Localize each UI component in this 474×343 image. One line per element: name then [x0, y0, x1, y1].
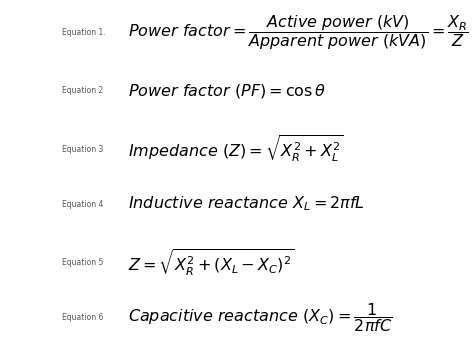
Text: Equation 4: Equation 4 [62, 200, 103, 209]
Text: $\mathit{Impedance\ (Z)} = \sqrt{X_R^2 + X_L^2}$: $\mathit{Impedance\ (Z)} = \sqrt{X_R^2 +… [128, 134, 344, 164]
Text: $\mathit{Inductive\ reactance\ }X_L = 2\pi f L$: $\mathit{Inductive\ reactance\ }X_L = 2\… [128, 195, 365, 213]
Text: Equation 5: Equation 5 [62, 258, 103, 267]
Text: Equation 2: Equation 2 [62, 86, 103, 95]
Text: $\mathit{Capacitive\ reactance\ }(X_C) = \dfrac{1}{2\pi f C}$: $\mathit{Capacitive\ reactance\ }(X_C) =… [128, 301, 392, 334]
Text: Equation 1.: Equation 1. [62, 28, 105, 37]
Text: $Z = \sqrt{X_R^2 + (X_L - X_C)^2}$: $Z = \sqrt{X_R^2 + (X_L - X_C)^2}$ [128, 247, 295, 277]
Text: $\mathit{Power\ factor} = \dfrac{\mathit{Active\ power\ (kV)}}{\mathit{Apparent\: $\mathit{Power\ factor} = \dfrac{\mathit… [128, 13, 469, 52]
Text: Equation 3: Equation 3 [62, 145, 103, 154]
Text: Equation 6: Equation 6 [62, 313, 103, 322]
Text: $\mathit{Power\ factor\ (PF)} = \cos\theta$: $\mathit{Power\ factor\ (PF)} = \cos\the… [128, 82, 326, 100]
